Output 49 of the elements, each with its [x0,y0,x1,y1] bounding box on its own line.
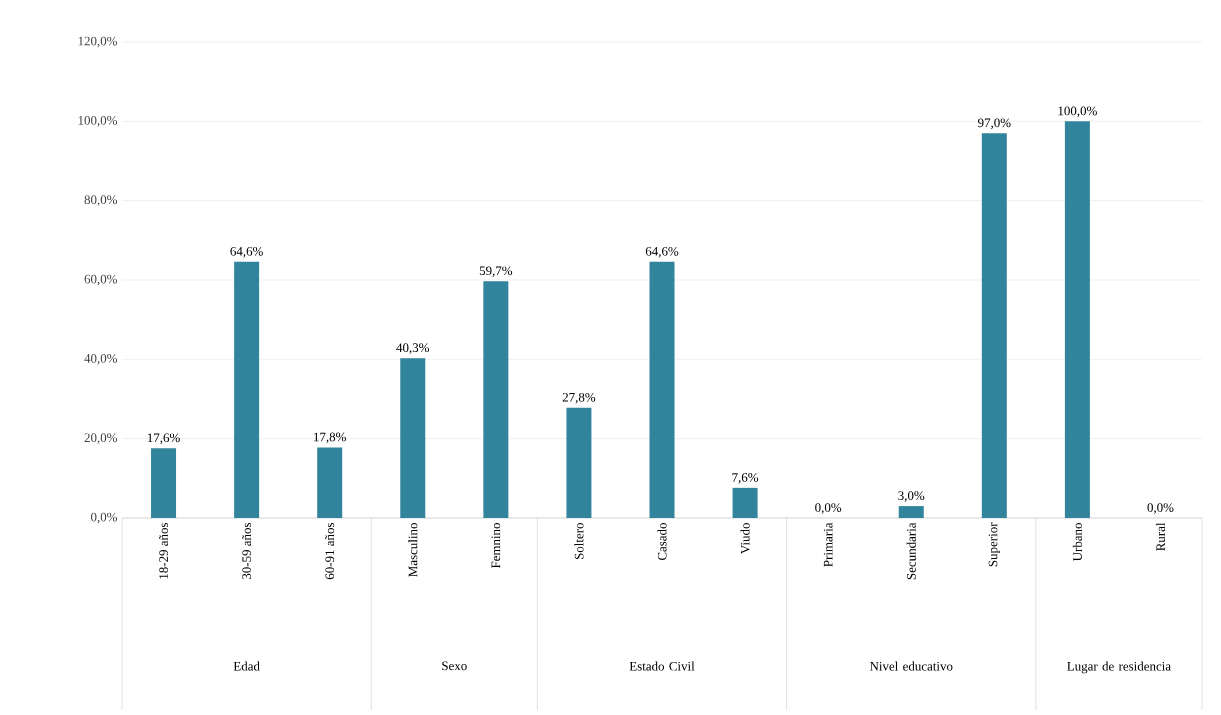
y-tick-label: 120,0% [78,36,118,48]
x-tick-label: Secundaria [906,522,916,580]
data-label: 40,3% [396,343,430,354]
y-tick-label: 40,0% [84,354,118,365]
text: Edad [233,661,260,671]
y-tick-label: 0,0% [91,512,118,524]
x-tick-label: Masculino [408,522,418,577]
x-tick-label: Urbano [1072,523,1082,562]
x-tick-label: Femnino [491,522,501,569]
data-label: 64,6% [645,246,679,258]
bar [317,447,343,518]
bar [1064,121,1090,518]
x-tick-label: 60-91 años [325,522,335,580]
bar [234,261,260,518]
bar [981,133,1007,518]
data-label: 100,0% [1058,106,1097,118]
bar [400,358,426,518]
text: Sexo [442,661,467,671]
data-label: 7,6% [732,473,759,484]
x-tick-label: 18-29 años [159,522,168,579]
bar [566,407,592,518]
x-tick-label: Superior [988,522,1000,567]
data-label: 97,0% [978,118,1011,130]
y-tick-label: 20,0% [84,433,118,444]
data-label: 27,8% [562,392,596,404]
y-tick-label: 80,0% [84,195,118,206]
bar [898,506,924,518]
x-tick-label: Casado [657,522,667,561]
data-label: 59,7% [479,266,513,277]
bar [151,448,177,518]
text: Lugar de residencia [1067,661,1171,674]
x-tick-label: Viudo [740,523,750,554]
bar [732,487,758,518]
data-label: 64,6% [230,246,263,258]
x-tick-label: 30-59 años [242,522,252,580]
text: Estado Civil [629,661,695,671]
data-label: 3,0% [898,491,925,502]
y-tick-label: 60,0% [84,274,118,286]
bar [483,281,509,518]
data-label: 0,0% [815,503,842,514]
data-label: 0,0% [1147,503,1174,514]
data-label: 17,8% [314,432,346,444]
text: Nivel educativo [869,661,953,671]
x-tick-label: Soltero [574,522,584,560]
y-tick-label: 100,0% [78,116,118,127]
x-tick-label: Rural [1155,522,1166,551]
bar [649,261,675,518]
x-tick-label: Primaria [823,522,833,567]
data-label: 17,6% [147,433,180,444]
